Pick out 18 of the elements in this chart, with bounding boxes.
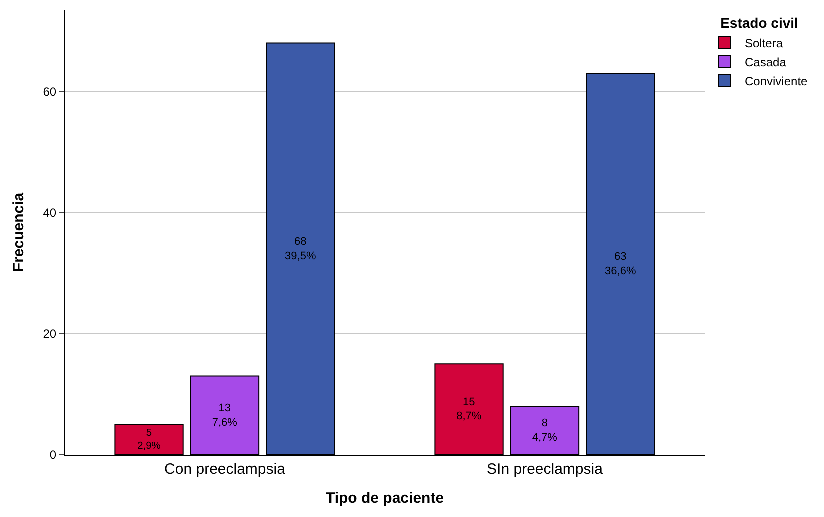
y-tick-label: 40 <box>43 206 57 220</box>
data-label: 68 39,5% <box>285 236 316 262</box>
data-label: 5 2,9% <box>138 428 161 452</box>
y-tick-label: 0 <box>50 448 57 462</box>
legend-label: Soltera <box>745 36 784 50</box>
y-axis-title: Frecuencia <box>10 192 28 272</box>
legend-label: Conviviente <box>745 74 808 88</box>
y-tick-label: 20 <box>43 327 57 342</box>
x-tick-label: SIn preeclampsia <box>487 461 604 478</box>
data-label: 8 4,7% <box>532 418 558 444</box>
data-label: 63 36,6% <box>605 251 636 278</box>
x-axis-title: Tipo de paciente <box>326 490 444 507</box>
data-label: 13 7,6% <box>212 402 238 429</box>
y-tick-label: 60 <box>43 84 57 99</box>
x-tick-label: Con preeclampsia <box>164 461 286 478</box>
legend-title: Estado civil <box>720 15 798 32</box>
legend-label: Casada <box>745 55 787 70</box>
data-label: 15 8,7% <box>456 396 482 423</box>
